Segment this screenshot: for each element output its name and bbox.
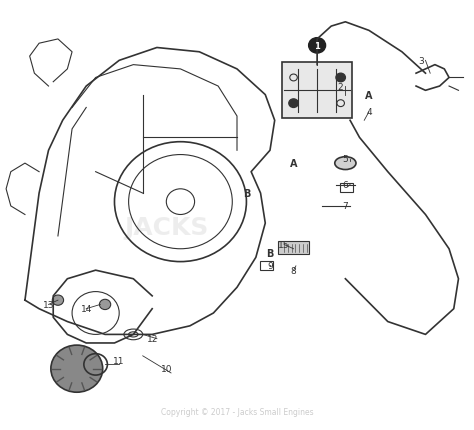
- Text: A: A: [290, 159, 297, 169]
- Text: 2: 2: [338, 82, 344, 91]
- Circle shape: [336, 74, 346, 83]
- Text: B: B: [243, 189, 250, 199]
- Text: A: A: [365, 90, 373, 100]
- Text: 9: 9: [267, 262, 273, 271]
- Text: 5: 5: [343, 155, 348, 164]
- Text: 10: 10: [161, 364, 172, 373]
- FancyBboxPatch shape: [282, 63, 353, 119]
- Text: 3: 3: [418, 57, 424, 66]
- Circle shape: [309, 39, 326, 54]
- FancyBboxPatch shape: [278, 242, 309, 254]
- Circle shape: [289, 100, 298, 108]
- Text: 1: 1: [314, 42, 320, 51]
- Circle shape: [52, 295, 64, 306]
- Text: 6: 6: [343, 181, 348, 190]
- Text: 7: 7: [343, 202, 348, 211]
- Text: JACKS: JACKS: [124, 216, 209, 240]
- Text: Copyright © 2017 - Jacks Small Engines: Copyright © 2017 - Jacks Small Engines: [161, 407, 313, 416]
- Circle shape: [51, 345, 103, 392]
- Text: 12: 12: [146, 335, 158, 344]
- Text: 13: 13: [43, 300, 54, 309]
- Text: 15: 15: [278, 240, 290, 249]
- Ellipse shape: [335, 157, 356, 170]
- Text: B: B: [266, 249, 273, 258]
- Circle shape: [100, 300, 111, 310]
- Text: 4: 4: [366, 108, 372, 117]
- Text: 14: 14: [81, 304, 92, 313]
- Text: 8: 8: [291, 266, 296, 275]
- Text: 11: 11: [113, 356, 125, 365]
